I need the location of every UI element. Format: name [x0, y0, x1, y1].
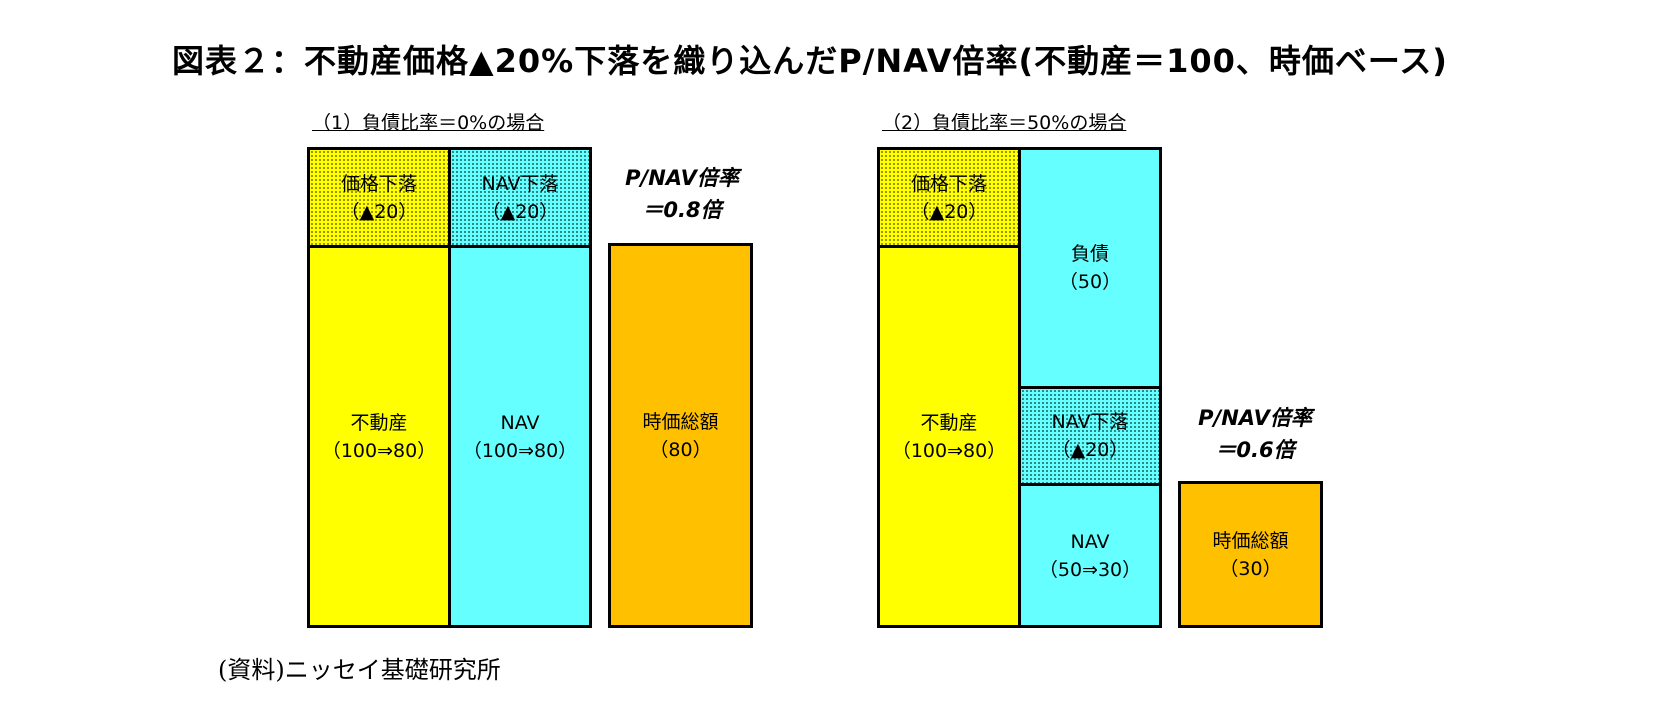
panel1-price-drop-label: 価格下落 — [340, 172, 417, 195]
panel1-market-cap-block: 時価総額 （80） — [608, 243, 753, 628]
panel2-nav-block: NAV （50⇒30） — [1018, 483, 1162, 628]
panel1-nav-drop-label: NAV下落 — [481, 172, 559, 195]
panel1-ratio-line2: ＝0.8倍 — [642, 198, 722, 222]
panel1-price-drop-block: 価格下落 （▲20） — [307, 147, 451, 248]
panel1-heading: （1）負債比率＝0%の場合 — [312, 112, 545, 134]
panel2-nav-label: NAV — [1070, 530, 1110, 553]
panel1-real-estate-block: 不動産 （100⇒80） — [307, 245, 451, 628]
figure-title: 図表２：不動産価格▲20%下落を織り込んだP/NAV倍率(不動産＝100、時価ベ… — [172, 42, 1448, 80]
source-note: (資料)ニッセイ基礎研究所 — [218, 656, 501, 684]
panel2-price-drop-block: 価格下落 （▲20） — [877, 147, 1021, 248]
panel1-nav-block: NAV （100⇒80） — [448, 245, 592, 628]
panel1-real-estate-label: 不動産 — [350, 411, 408, 434]
panel1-market-cap-value: （80） — [649, 438, 712, 461]
panel2-price-drop-value: （▲20） — [910, 200, 988, 223]
panel2-real-estate-block: 不動産 （100⇒80） — [877, 245, 1021, 628]
panel1-ratio-line1: P/NAV倍率 — [625, 166, 739, 190]
panel1-pnav-ratio: P/NAV倍率 ＝0.8倍 — [612, 162, 752, 226]
panel2-nav-drop-block: NAV下落 （▲20） — [1018, 386, 1162, 486]
panel2-ratio-line1: P/NAV倍率 — [1198, 406, 1312, 430]
panel2-liability-label: 負債 — [1070, 243, 1109, 265]
panel2-real-estate-label: 不動産 — [920, 411, 978, 434]
panel2-real-estate-value: （100⇒80） — [891, 439, 1007, 462]
panel1-nav-drop-value: （▲20） — [481, 200, 559, 223]
panel2-liability-block: 負債 （50） — [1018, 147, 1162, 389]
panel2-nav-value: （50⇒30） — [1038, 558, 1142, 581]
panel2-nav-drop-value: （▲20） — [1051, 439, 1129, 461]
panel2-ratio-line2: ＝0.6倍 — [1215, 438, 1295, 462]
panel2-heading: （2）負債比率＝50%の場合 — [882, 112, 1127, 134]
panel1-nav-label: NAV — [500, 411, 540, 434]
panel1-market-cap-label: 時価総額 — [642, 410, 719, 433]
panel2-liability-value: （50） — [1058, 271, 1122, 293]
panel2-market-cap-label: 時価総額 — [1212, 529, 1289, 552]
panel2-market-cap-block: 時価総額 （30） — [1178, 481, 1323, 628]
panel1-nav-value: （100⇒80） — [462, 439, 578, 462]
panel2-price-drop-label: 価格下落 — [910, 172, 987, 195]
panel1-nav-drop-block: NAV下落 （▲20） — [448, 147, 592, 248]
panel1-price-drop-value: （▲20） — [340, 200, 418, 223]
panel2-market-cap-value: （30） — [1219, 557, 1282, 580]
panel2-pnav-ratio: P/NAV倍率 ＝0.6倍 — [1180, 402, 1330, 466]
panel1-real-estate-value: （100⇒80） — [321, 439, 437, 462]
panel2-nav-drop-label: NAV下落 — [1051, 411, 1129, 433]
